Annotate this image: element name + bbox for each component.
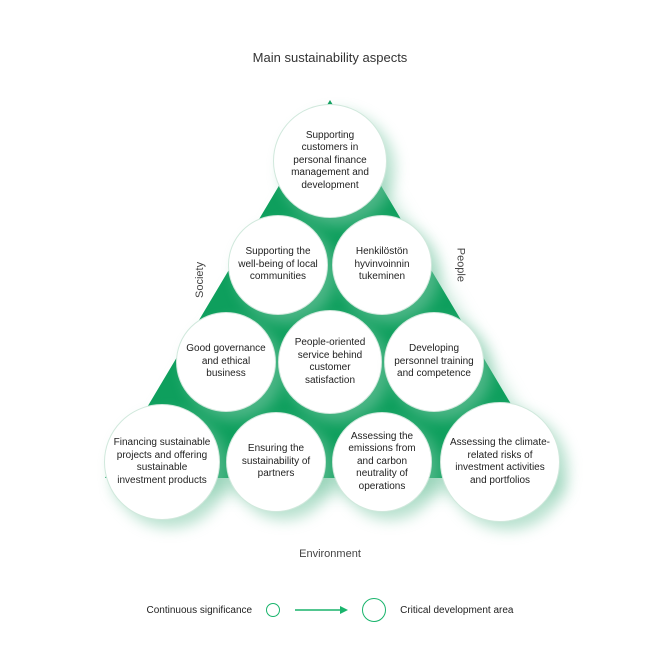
aspect-circle: People-oriented service behind customer …	[278, 310, 382, 414]
legend-large-circle-icon	[362, 598, 386, 622]
axis-label-society: Society	[194, 262, 206, 298]
aspect-circle: Good governance and ethical business	[176, 312, 276, 412]
legend: Continuous significance Critical develop…	[0, 598, 660, 622]
aspect-circle: Assessing the climate-related risks of i…	[440, 402, 560, 522]
aspect-circle: Supporting customers in personal finance…	[273, 104, 387, 218]
aspect-circle-label: Supporting the well-being of local commu…	[229, 238, 327, 292]
axis-label-people: People	[454, 248, 466, 282]
aspect-circle-label: Henkilöstön hyvinvoinnin tukeminen	[333, 238, 431, 292]
aspect-circle-label: Developing personnel training and compet…	[385, 335, 483, 389]
aspect-circle: Assessing the emissions from and carbon …	[332, 412, 432, 512]
aspect-circle-label: Financing sustainable projects and offer…	[105, 429, 219, 495]
aspect-circle: Supporting the well-being of local commu…	[228, 215, 328, 315]
legend-small-circle-icon	[266, 603, 280, 617]
legend-right-label: Critical development area	[400, 605, 513, 616]
aspect-circle-label: Good governance and ethical business	[177, 335, 275, 389]
aspect-circle-label: People-oriented service behind customer …	[279, 329, 381, 395]
aspect-circle: Henkilöstön hyvinvoinnin tukeminen	[332, 215, 432, 315]
aspect-circle-label: Supporting customers in personal finance…	[274, 122, 386, 201]
legend-arrow-icon	[294, 604, 348, 616]
aspect-circle: Financing sustainable projects and offer…	[104, 404, 220, 520]
aspect-circle: Ensuring the sustainability of partners	[226, 412, 326, 512]
legend-left-label: Continuous significance	[146, 605, 252, 616]
aspect-circle: Developing personnel training and compet…	[384, 312, 484, 412]
axis-label-environment: Environment	[299, 548, 361, 560]
aspect-circle-label: Assessing the emissions from and carbon …	[333, 423, 431, 502]
aspect-circle-label: Assessing the climate-related risks of i…	[441, 429, 559, 495]
aspect-circle-label: Ensuring the sustainability of partners	[227, 435, 325, 489]
